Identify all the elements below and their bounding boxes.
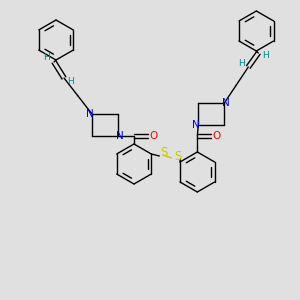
Text: S: S [175, 149, 182, 163]
Text: N: N [86, 109, 94, 119]
Text: N: N [116, 131, 124, 141]
Text: H: H [262, 52, 269, 61]
Text: O: O [212, 131, 220, 141]
Text: H: H [68, 77, 74, 86]
Text: O: O [149, 131, 157, 141]
Text: N: N [222, 98, 230, 108]
Text: H: H [44, 53, 50, 62]
Text: H: H [238, 58, 245, 68]
Text: S: S [160, 146, 168, 160]
Text: N: N [192, 120, 200, 130]
